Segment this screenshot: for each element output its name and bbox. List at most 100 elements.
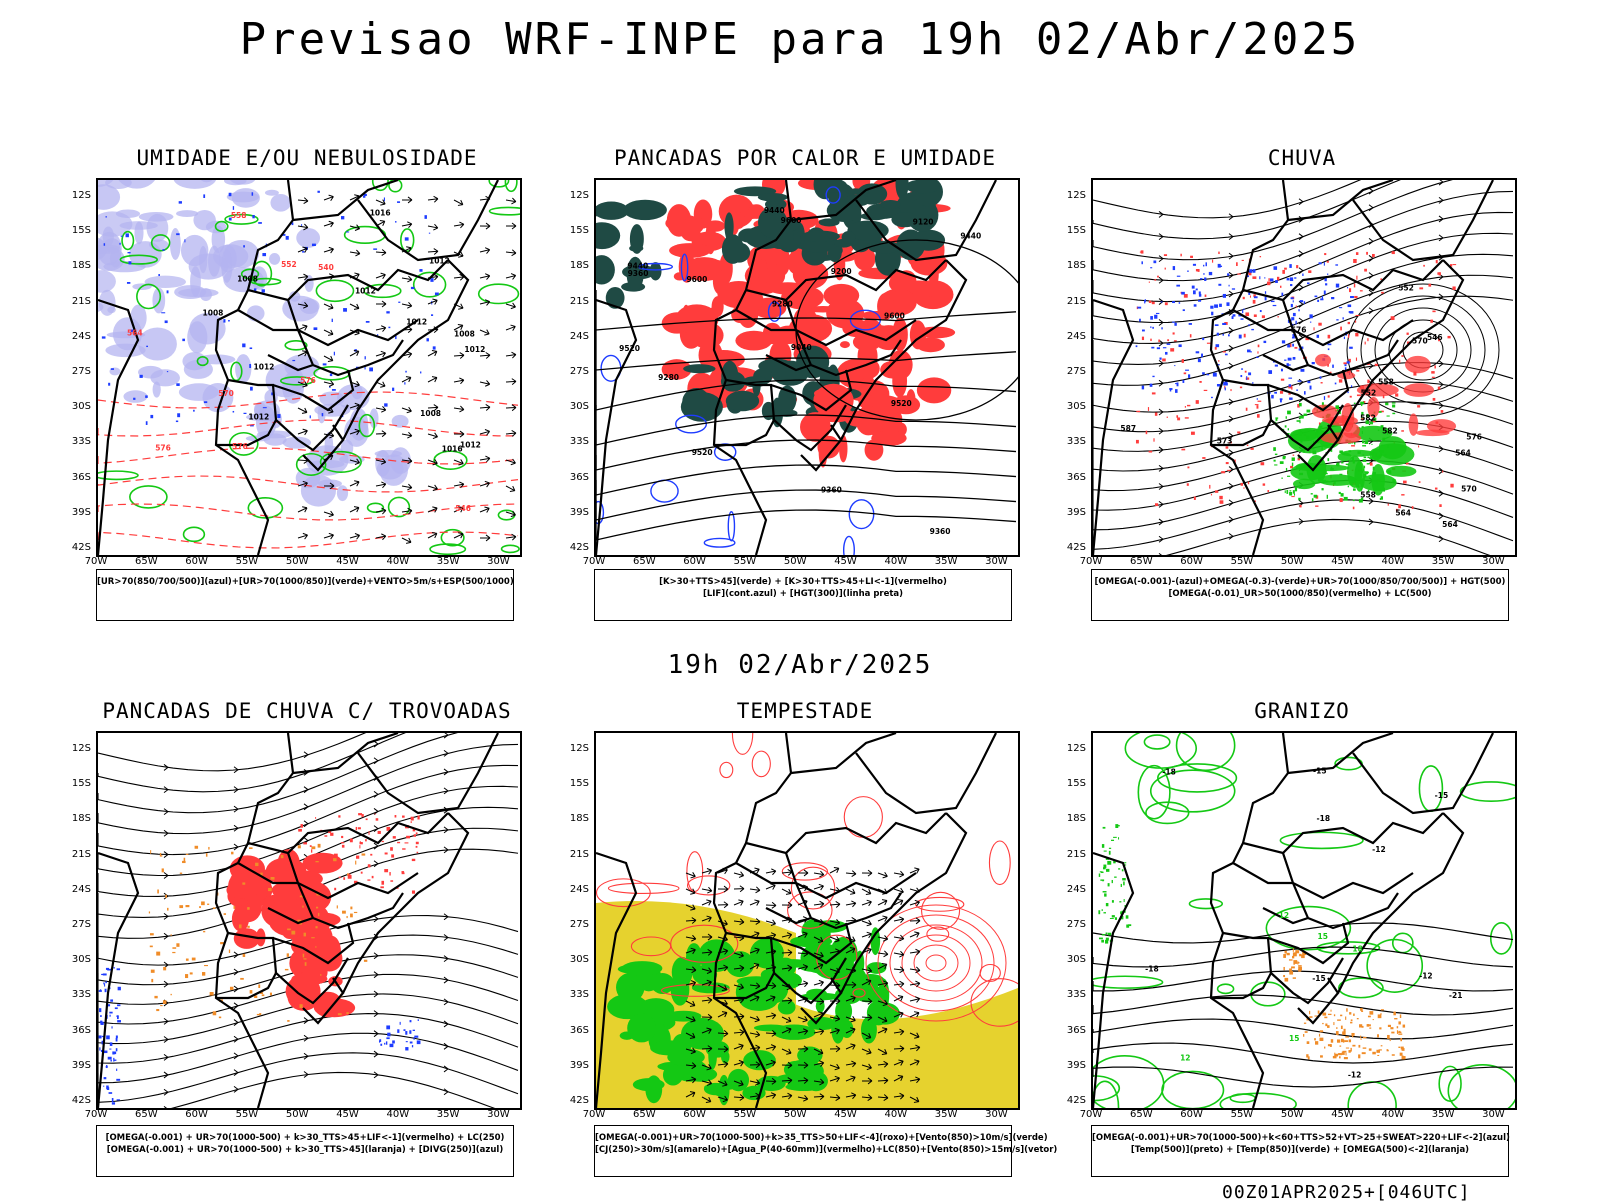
contour-label: -12 bbox=[1372, 845, 1386, 854]
contour-label: 1012 bbox=[429, 257, 450, 266]
contour-label: 1016 bbox=[442, 445, 463, 454]
lat-label: 33S bbox=[569, 989, 589, 1001]
lat-label: 12S bbox=[569, 743, 589, 754]
lon-label: 30W bbox=[487, 1109, 510, 1120]
lat-label: 24S bbox=[1066, 883, 1086, 895]
lat-label: 15S bbox=[569, 778, 589, 790]
lon-label: 30W bbox=[985, 1109, 1008, 1120]
lon-label: 45W bbox=[834, 556, 857, 567]
contour-label: 1012 bbox=[355, 287, 376, 296]
lat-label: 33S bbox=[569, 436, 589, 448]
contour-label: 570 bbox=[1461, 484, 1477, 493]
contour-label: 1008 bbox=[454, 330, 475, 339]
lon-label: 45W bbox=[336, 1109, 359, 1120]
lon-label: 60W bbox=[185, 1109, 208, 1120]
contour-label: 9600 bbox=[884, 312, 905, 321]
lat-label: 33S bbox=[1066, 989, 1086, 1001]
contour-label: 9360 bbox=[628, 269, 649, 278]
lon-label: 35W bbox=[934, 556, 958, 567]
lat-label: 27S bbox=[1066, 919, 1086, 930]
contour-label: -21 bbox=[1449, 991, 1463, 1000]
contour-label: 564 bbox=[1455, 448, 1471, 457]
contour-label: 576 bbox=[1291, 325, 1307, 334]
lat-label: 39S bbox=[71, 506, 91, 518]
lat-label: 36S bbox=[569, 471, 589, 483]
panel-title-tempestade: TEMPESTADE bbox=[736, 699, 874, 723]
legend-line: [Temp(500)](preto) + [Temp(850)](verde) … bbox=[1130, 1145, 1470, 1155]
contour-label: -18 bbox=[1162, 768, 1176, 777]
map-pancadas: 9520 9600 9600 9440 9440 9360 9280 9200 9280 9120… bbox=[594, 178, 1020, 557]
lat-label: 36S bbox=[1066, 1024, 1086, 1036]
contour-label: -15 bbox=[1312, 974, 1326, 983]
legend-tempestade: [OMEGA(-0.001)+UR>70(1000-500)+k>35_TTS>… bbox=[594, 1125, 1057, 1177]
contour-label: 1008 bbox=[237, 275, 258, 284]
lat-label: 21S bbox=[71, 295, 91, 307]
map-tempestade bbox=[594, 731, 1020, 1110]
lon-label: 55W bbox=[1230, 556, 1254, 567]
lat-label: 18S bbox=[569, 260, 589, 272]
contour-label: -18 bbox=[1317, 814, 1331, 823]
lon-label: 50W bbox=[783, 1109, 807, 1120]
contour-label: 582 bbox=[1382, 426, 1398, 435]
contour-label: 9440 bbox=[627, 261, 648, 270]
lat-label: 42S bbox=[1066, 1095, 1086, 1106]
lon-label: 30W bbox=[487, 556, 510, 567]
lat-label: 12S bbox=[71, 743, 91, 754]
lon-label: 35W bbox=[436, 556, 460, 567]
lat-label: 18S bbox=[569, 813, 589, 825]
lat-label: 27S bbox=[569, 366, 589, 377]
lat-label: 39S bbox=[1066, 1059, 1086, 1071]
lat-label: 24S bbox=[71, 330, 91, 342]
lon-label: 50W bbox=[1280, 556, 1304, 567]
lon-label: 65W bbox=[1129, 556, 1153, 567]
lon-label: 35W bbox=[1431, 556, 1455, 567]
lon-label: 40W bbox=[1381, 1109, 1405, 1120]
contour-label: 9440 bbox=[764, 206, 785, 215]
contour-label: 1012 bbox=[254, 362, 275, 371]
lat-label: 36S bbox=[71, 1024, 91, 1036]
contour-label: 540 bbox=[318, 263, 334, 272]
contour-label: 546 bbox=[1427, 333, 1443, 342]
lon-label: 65W bbox=[632, 1109, 656, 1120]
panel-title-umidade: UMIDADE E/OU NEBULOSIDADE bbox=[136, 146, 478, 170]
lat-label: 12S bbox=[569, 190, 589, 201]
contour-label: 12 bbox=[1279, 911, 1289, 920]
lat-label: 12S bbox=[1066, 743, 1086, 754]
lat-label: 18S bbox=[1066, 813, 1086, 825]
lon-label: 40W bbox=[386, 556, 410, 567]
lon-label: 45W bbox=[336, 556, 359, 567]
lat-label: 24S bbox=[569, 330, 589, 342]
lat-label: 27S bbox=[569, 919, 589, 930]
lat-label: 30S bbox=[569, 401, 589, 413]
contour-label: 12 bbox=[1180, 1054, 1190, 1063]
lat-label: 30S bbox=[71, 954, 91, 966]
contour-label: 1012 bbox=[460, 440, 481, 449]
contour-label: 546 bbox=[455, 504, 471, 513]
contour-label: 558 bbox=[1360, 490, 1376, 499]
lon-label: 55W bbox=[235, 1109, 259, 1120]
contour-label: 9520 bbox=[692, 448, 713, 457]
map-chuva: 582 576 570 564 558 552 546 576 570 564 558 552 587 5… bbox=[1091, 178, 1517, 557]
lat-label: 21S bbox=[71, 848, 91, 860]
contour-label: 1008 bbox=[203, 308, 224, 317]
lat-label: 30S bbox=[1066, 401, 1086, 413]
lon-label: 45W bbox=[1331, 1109, 1354, 1120]
contour-label: 9280 bbox=[772, 299, 793, 308]
lat-label: 21S bbox=[569, 848, 589, 860]
lat-label: 21S bbox=[1066, 848, 1086, 860]
lon-label: 55W bbox=[235, 556, 259, 567]
contour-label: -15 bbox=[1313, 766, 1327, 775]
lon-label: 70W bbox=[582, 556, 606, 567]
contour-label: 570 bbox=[1412, 337, 1428, 346]
contour-label: 570 bbox=[218, 389, 234, 398]
contour-label: 9280 bbox=[658, 373, 679, 382]
lat-label: 21S bbox=[1066, 295, 1086, 307]
contour-label: 1012 bbox=[464, 345, 485, 354]
lat-label: 36S bbox=[569, 1024, 589, 1036]
legend-line: [OMEGA(-0.001)-(azul)+OMEGA(-0.3)-(verde… bbox=[1094, 577, 1506, 587]
lat-label: 24S bbox=[1066, 330, 1086, 342]
lon-label: 35W bbox=[436, 1109, 460, 1120]
lon-label: 65W bbox=[134, 556, 158, 567]
contour-label: 552 bbox=[1361, 389, 1377, 398]
lat-label: 39S bbox=[71, 1059, 91, 1071]
